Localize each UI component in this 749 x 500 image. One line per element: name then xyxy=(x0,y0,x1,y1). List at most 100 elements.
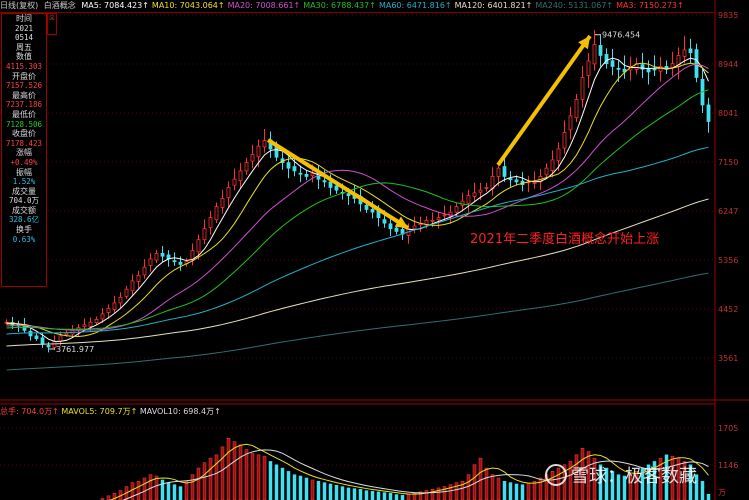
decline-arrow-head xyxy=(394,216,408,228)
volume-bar xyxy=(304,477,309,500)
volume-bar xyxy=(454,482,459,500)
volume-bar xyxy=(484,467,489,500)
volume-bar xyxy=(700,481,705,500)
volume-bar xyxy=(256,454,261,500)
info-label: 数值 xyxy=(16,52,32,62)
candle-body xyxy=(502,166,507,177)
volume-bar xyxy=(250,453,255,500)
volume-bar xyxy=(382,492,387,500)
volume-bar xyxy=(190,474,195,500)
ma-legend-item: MA120: 6401.821↑ xyxy=(454,1,533,10)
chart-mode[interactable]: 日线(复权) xyxy=(0,1,39,10)
volume-bar xyxy=(322,482,327,500)
candle-body xyxy=(178,261,183,265)
candle-body xyxy=(688,48,693,54)
candle-body xyxy=(604,54,609,65)
close-icon[interactable]: ☒ xyxy=(47,13,57,35)
volume-bar xyxy=(226,438,231,500)
ma-legend-item: MA5: 7084.423↑ xyxy=(81,1,149,10)
info-label: 成交量 xyxy=(12,186,36,196)
mavol10-line xyxy=(122,449,709,500)
ma-legend-item: MA30: 6788.437↑ xyxy=(303,1,376,10)
volume-bar xyxy=(460,481,465,500)
volume-bar xyxy=(268,461,273,500)
volume-tick-label: 1146 xyxy=(718,461,738,470)
ma120-line xyxy=(6,198,709,347)
candle-body xyxy=(574,99,579,119)
candle-body xyxy=(208,217,213,228)
candle-body xyxy=(202,228,207,241)
candle-body xyxy=(364,204,369,210)
volume-bar xyxy=(400,494,405,500)
volume-bar xyxy=(160,479,165,500)
volume-bar xyxy=(106,495,111,500)
candle-body xyxy=(46,345,51,348)
ma30-line xyxy=(6,89,709,330)
candle-body xyxy=(568,115,573,131)
info-value: 7237.186 xyxy=(5,100,43,110)
candle-body xyxy=(28,330,33,337)
volume-unit-label: 万 xyxy=(718,488,726,497)
ma-legend-item: MA60: 6471.816↑ xyxy=(378,1,452,10)
volume-bar xyxy=(142,477,147,500)
volume-bar xyxy=(466,474,471,500)
volume-bar xyxy=(478,457,483,500)
candle-body xyxy=(58,335,63,342)
candle-body xyxy=(640,64,645,70)
candle-body xyxy=(334,185,339,191)
candle-body xyxy=(82,324,87,328)
candle-body xyxy=(40,337,45,345)
candle-body xyxy=(550,159,555,171)
mavol5-line xyxy=(109,443,709,500)
candle-body xyxy=(160,253,165,257)
volume-bar xyxy=(232,441,237,500)
info-label: 振幅 xyxy=(16,167,32,177)
candle-body xyxy=(484,187,489,189)
volume-bar xyxy=(166,482,171,500)
volume-bar xyxy=(154,475,159,500)
candle-body xyxy=(478,189,483,193)
volume-bar xyxy=(532,481,537,500)
volume-bar xyxy=(298,475,303,500)
ma60-line xyxy=(6,146,709,335)
candle-body xyxy=(124,288,129,297)
candle-body xyxy=(226,187,231,199)
volume-bar xyxy=(130,482,135,500)
candle-body xyxy=(142,266,147,276)
volume-bar xyxy=(352,488,357,500)
candle-body xyxy=(310,173,315,177)
price-tick-label: 8041 xyxy=(718,109,738,118)
volume-bar xyxy=(442,486,447,500)
candle-body xyxy=(346,193,351,197)
candle-body xyxy=(652,68,657,71)
volume-bar xyxy=(316,481,321,500)
candle-body xyxy=(64,332,69,335)
info-panel: 时间 2021 0514 周五 数值 4115.303 开盘价 7157.526 最高价 7237… xyxy=(1,13,47,287)
candle-body xyxy=(154,253,159,261)
candle-body xyxy=(292,166,297,172)
volume-bar xyxy=(448,484,453,500)
volume-bar xyxy=(394,494,399,500)
candle-body xyxy=(706,104,711,122)
info-value: 7128.506 xyxy=(5,119,43,129)
candle-body xyxy=(556,148,561,162)
candle-body xyxy=(610,60,615,67)
candle-body xyxy=(448,211,453,217)
volume-bar xyxy=(526,483,531,500)
info-label: 时间 xyxy=(16,14,32,23)
volume-tick-label: 1705 xyxy=(718,424,738,433)
volume-bar xyxy=(610,471,615,500)
volume-bar xyxy=(334,485,339,500)
volume-legend-item: MAVOL10: 698.4万↑ xyxy=(139,407,221,416)
candle-body xyxy=(424,220,429,226)
candle-body xyxy=(106,307,111,313)
price-tick-label: 9835 xyxy=(718,11,738,20)
volume-bar xyxy=(388,492,393,500)
candle-body xyxy=(298,172,303,175)
candle-body xyxy=(34,335,39,340)
candle-body xyxy=(508,178,513,181)
watermark: 雪球：极客数藏 xyxy=(545,462,697,488)
rise-arrow-head xyxy=(578,36,590,50)
price-tick-label: 5356 xyxy=(718,256,738,265)
